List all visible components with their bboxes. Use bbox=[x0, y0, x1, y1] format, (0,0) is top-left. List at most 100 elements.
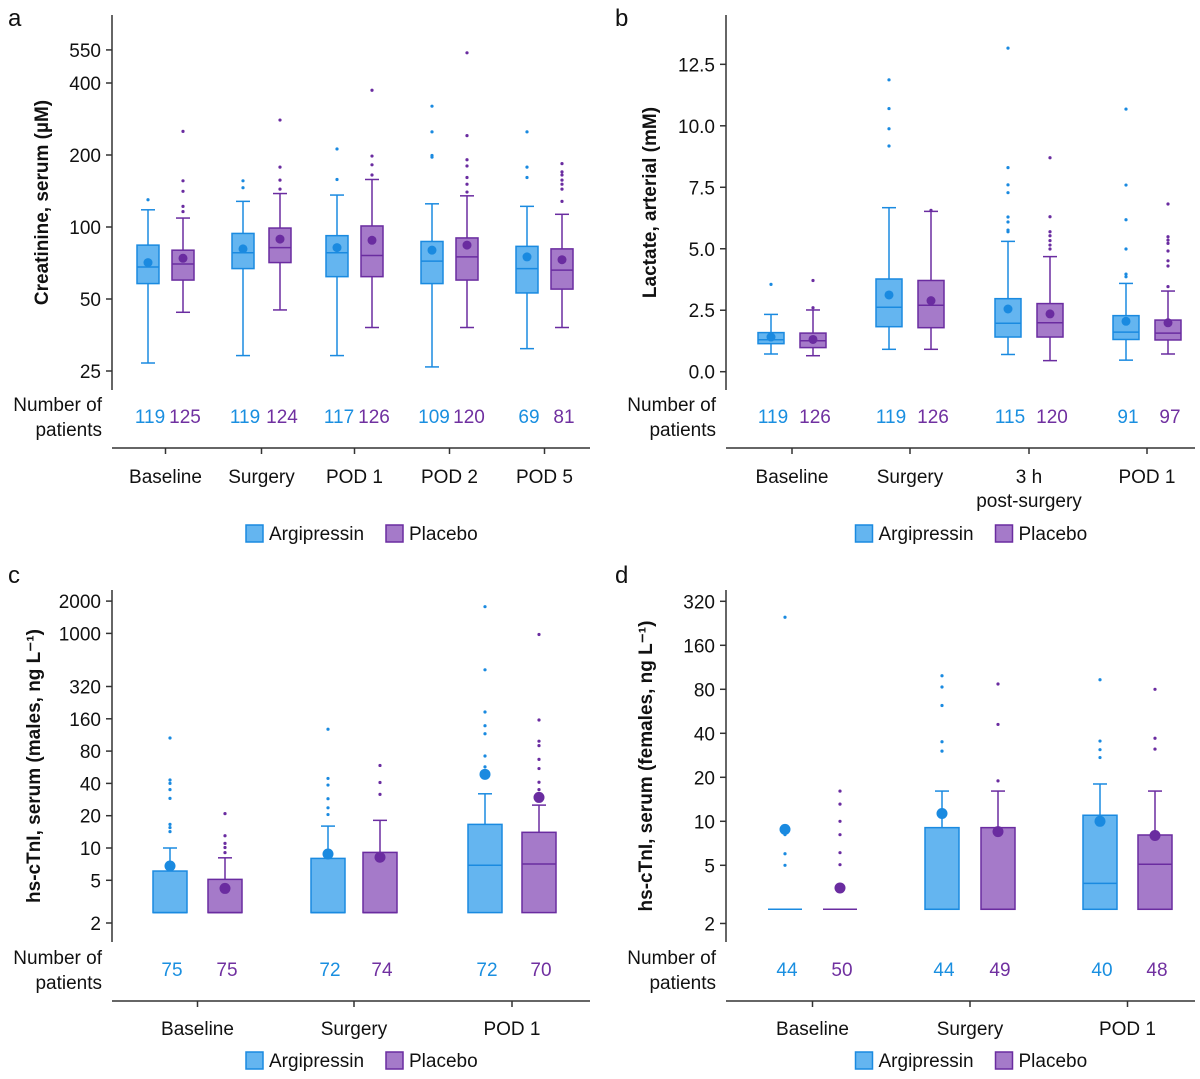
legend-swatch-placebo bbox=[994, 524, 1014, 543]
patient-count: 126 bbox=[799, 407, 831, 428]
box-placebo bbox=[823, 789, 857, 911]
patient-count: 48 bbox=[1146, 960, 1167, 981]
outlier-point bbox=[537, 739, 541, 743]
number-of-patients-label: Number of bbox=[627, 948, 716, 969]
outlier-point bbox=[1124, 275, 1128, 279]
box-placebo bbox=[455, 51, 479, 329]
mean-marker bbox=[1121, 316, 1131, 326]
outlier-point bbox=[241, 186, 245, 190]
iqr-box bbox=[310, 857, 346, 914]
category-label: POD 5 bbox=[516, 467, 573, 488]
outlier-point bbox=[1098, 739, 1102, 743]
y-tick-label: 7.5 bbox=[689, 178, 715, 199]
outlier-point bbox=[1048, 215, 1052, 219]
outlier-point bbox=[370, 163, 374, 167]
iqr-box bbox=[515, 245, 539, 294]
outlier-point bbox=[326, 727, 330, 731]
outlier-point bbox=[168, 796, 172, 800]
outlier-point bbox=[560, 162, 564, 166]
y-tick-label: 0.0 bbox=[689, 363, 715, 384]
legend-label-placebo: Placebo bbox=[409, 1051, 478, 1072]
outlier-point bbox=[223, 812, 227, 816]
box-argipressin bbox=[515, 130, 539, 350]
legend-swatch-argipressin bbox=[245, 524, 264, 543]
legend-label-placebo: Placebo bbox=[1019, 524, 1088, 545]
patient-count: 72 bbox=[319, 960, 340, 981]
outlier-point bbox=[940, 749, 944, 753]
outlier-point bbox=[378, 780, 382, 785]
legend-swatch-placebo bbox=[385, 524, 404, 543]
outlier-point bbox=[326, 797, 330, 801]
outlier-point bbox=[483, 605, 487, 609]
box-argipressin bbox=[136, 198, 160, 364]
y-tick-label: 50 bbox=[80, 290, 101, 311]
y-tick-label: 40 bbox=[80, 774, 101, 795]
outlier-point bbox=[1006, 215, 1010, 219]
outlier-point bbox=[887, 127, 891, 131]
mean-marker bbox=[238, 244, 248, 254]
category-label: post-surgery bbox=[976, 491, 1082, 512]
box-argipressin bbox=[325, 147, 349, 357]
outlier-point bbox=[940, 685, 944, 689]
outlier-point bbox=[537, 757, 541, 761]
mean-marker bbox=[766, 332, 776, 342]
outlier-point bbox=[1166, 249, 1170, 253]
outlier-point bbox=[483, 754, 487, 758]
legend: Argipressin Placebo bbox=[245, 524, 478, 545]
mean-marker bbox=[557, 255, 567, 265]
outlier-point bbox=[223, 851, 227, 855]
number-of-patients-label: Number of bbox=[13, 948, 102, 969]
outlier-point bbox=[537, 744, 541, 748]
outlier-point bbox=[278, 165, 282, 169]
box-argipressin bbox=[310, 727, 346, 914]
mean-marker bbox=[1045, 309, 1055, 319]
outlier-point bbox=[1006, 166, 1010, 170]
outlier-point bbox=[929, 208, 933, 212]
panel-letter: d bbox=[615, 562, 628, 589]
outlier-point bbox=[783, 615, 787, 619]
outlier-point bbox=[838, 833, 842, 837]
outlier-point bbox=[1048, 239, 1052, 243]
legend: Argipressin Placebo bbox=[854, 524, 1088, 545]
outlier-point bbox=[335, 177, 339, 182]
box-placebo bbox=[1137, 687, 1173, 911]
mean-marker bbox=[322, 848, 334, 860]
outlier-point bbox=[181, 129, 185, 134]
panel-letter: a bbox=[8, 5, 22, 32]
box-argipressin bbox=[994, 46, 1022, 356]
mean-marker bbox=[462, 240, 472, 250]
outlier-point bbox=[537, 766, 541, 771]
outlier-point bbox=[378, 763, 382, 768]
y-tick-label: 12.5 bbox=[678, 55, 715, 76]
patient-count: 115 bbox=[995, 407, 1025, 428]
outlier-point bbox=[537, 718, 541, 722]
y-axis-label: hs-cTnI, serum (males, ng L⁻¹) bbox=[24, 629, 45, 903]
legend: Argipressin Placebo bbox=[854, 1051, 1087, 1072]
outlier-point bbox=[430, 130, 434, 134]
outlier-point bbox=[168, 788, 172, 792]
y-tick-label: 2 bbox=[90, 914, 101, 935]
outlier-point bbox=[996, 722, 1000, 727]
iqr-box bbox=[994, 297, 1022, 338]
patient-count: 74 bbox=[371, 960, 393, 981]
outlier-point bbox=[1124, 272, 1128, 276]
outlier-point bbox=[1153, 747, 1157, 751]
outlier-point bbox=[560, 187, 564, 191]
mean-marker bbox=[178, 253, 188, 263]
iqr-box bbox=[521, 831, 557, 914]
patient-count: 40 bbox=[1091, 960, 1112, 981]
box-argipressin bbox=[467, 605, 503, 914]
outlier-point bbox=[1048, 243, 1052, 247]
legend-swatch-argipressin bbox=[854, 524, 874, 543]
outlier-point bbox=[560, 178, 564, 182]
number-of-patients-label: Number of bbox=[13, 395, 102, 416]
category-label: Surgery bbox=[321, 1019, 388, 1040]
y-tick-label: 320 bbox=[683, 592, 715, 613]
outlier-point bbox=[465, 190, 469, 194]
outlier-point bbox=[838, 819, 842, 823]
box-argipressin bbox=[768, 615, 802, 911]
iqr-box bbox=[1082, 814, 1118, 911]
outlier-point bbox=[1006, 191, 1010, 195]
outlier-point bbox=[940, 674, 944, 678]
